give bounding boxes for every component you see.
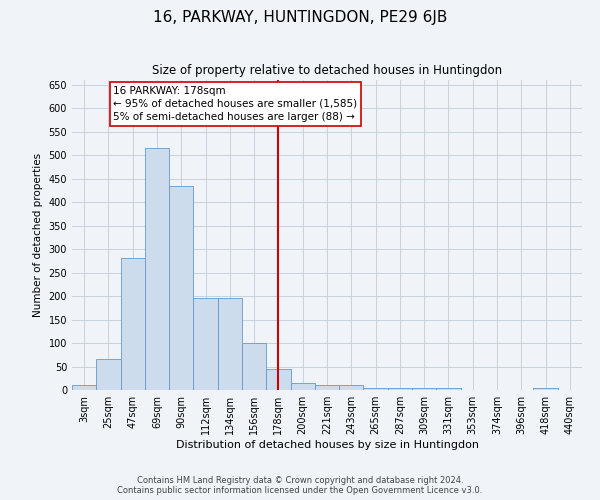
Bar	[266, 369, 290, 390]
Bar	[315, 386, 339, 390]
Bar	[218, 298, 242, 390]
Bar	[339, 386, 364, 390]
Text: Contains HM Land Registry data © Crown copyright and database right 2024.
Contai: Contains HM Land Registry data © Crown c…	[118, 476, 482, 495]
Text: 16 PARKWAY: 178sqm
← 95% of detached houses are smaller (1,585)
5% of semi-detac: 16 PARKWAY: 178sqm ← 95% of detached hou…	[113, 86, 358, 122]
Bar	[412, 388, 436, 390]
Bar	[96, 360, 121, 390]
Text: 16, PARKWAY, HUNTINGDON, PE29 6JB: 16, PARKWAY, HUNTINGDON, PE29 6JB	[153, 10, 447, 25]
Bar	[193, 298, 218, 390]
Bar	[533, 388, 558, 390]
X-axis label: Distribution of detached houses by size in Huntingdon: Distribution of detached houses by size …	[176, 440, 479, 450]
Bar	[388, 388, 412, 390]
Bar	[121, 258, 145, 390]
Bar	[290, 383, 315, 390]
Bar	[169, 186, 193, 390]
Title: Size of property relative to detached houses in Huntingdon: Size of property relative to detached ho…	[152, 64, 502, 78]
Bar	[436, 388, 461, 390]
Y-axis label: Number of detached properties: Number of detached properties	[33, 153, 43, 317]
Bar	[145, 148, 169, 390]
Bar	[72, 386, 96, 390]
Bar	[242, 343, 266, 390]
Bar	[364, 388, 388, 390]
